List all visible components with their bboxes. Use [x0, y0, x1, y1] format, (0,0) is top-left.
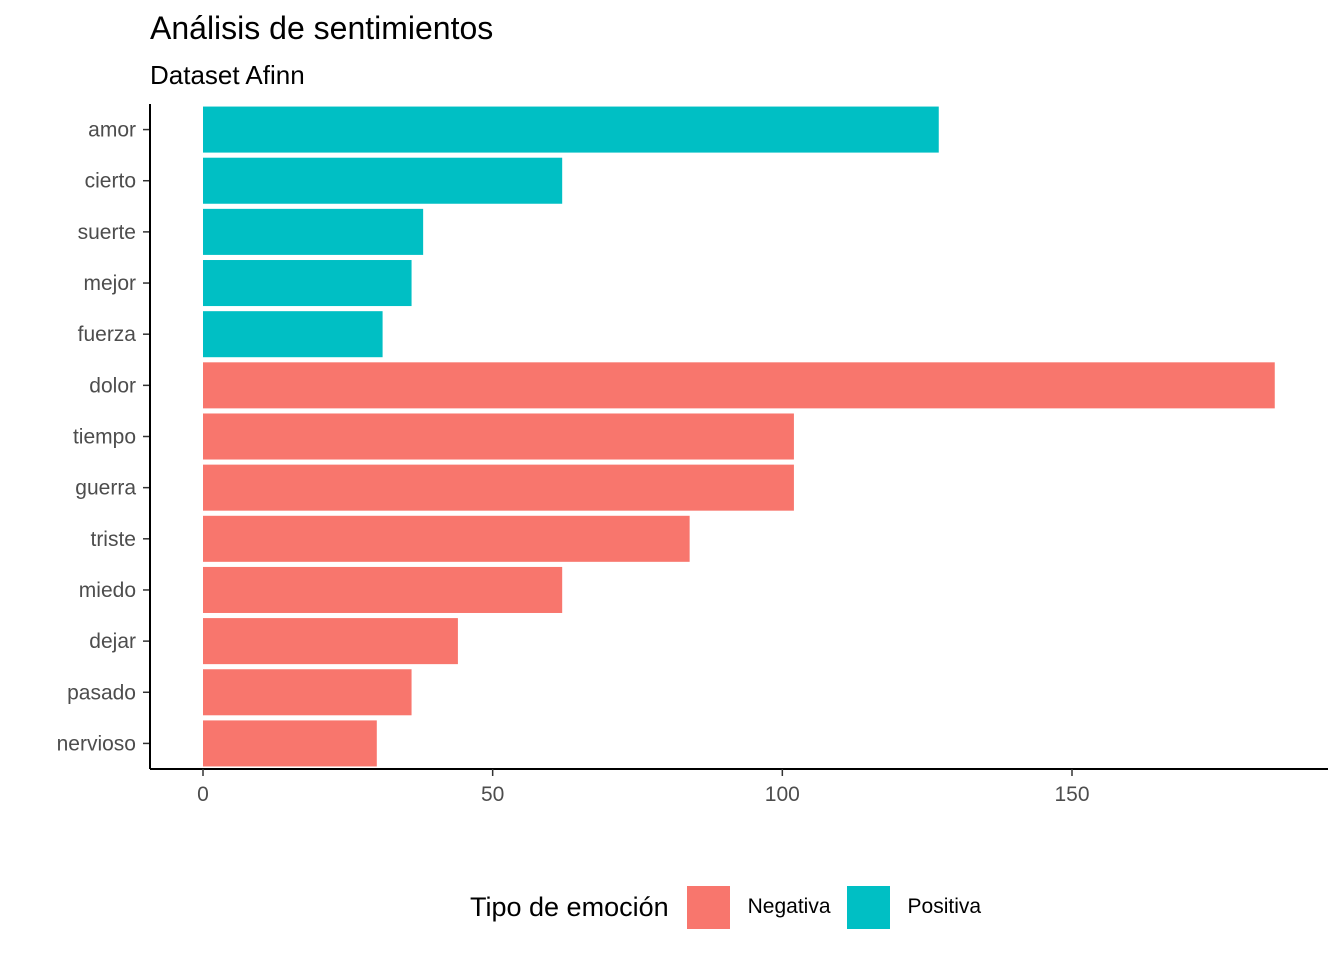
- x-tick-label-150: 150: [1054, 783, 1089, 806]
- legend-label-positiva: Positiva: [907, 895, 982, 918]
- legend-label-negativa: Negativa: [747, 895, 831, 918]
- legend-item-positiva: Positiva: [846, 885, 982, 929]
- legend-key-positiva: [846, 885, 890, 929]
- x-tick-label-0: 0: [197, 783, 209, 806]
- bar-nervioso: [203, 720, 377, 767]
- y-tick-label-amor: amor: [88, 119, 136, 142]
- y-axis: amor cierto suerte mejor fuerza dolor tiempo gu…: [57, 104, 151, 769]
- y-tick-label-fuerza: fuerza: [78, 323, 137, 346]
- x-tick-label-100: 100: [765, 783, 800, 806]
- y-tick-label-mejor: mejor: [83, 272, 136, 295]
- y-tick-label-miedo: miedo: [79, 579, 136, 602]
- y-tick-label-suerte: suerte: [78, 221, 136, 244]
- bar-cierto: [203, 157, 563, 204]
- chart-subtitle: Dataset Afinn: [150, 60, 305, 90]
- bar-pasado: [203, 669, 412, 716]
- y-tick-label-dejar: dejar: [89, 630, 136, 653]
- legend-title: Tipo de emoción: [470, 891, 669, 922]
- chart-title: Análisis de sentimientos: [150, 10, 494, 46]
- y-tick-label-dolor: dolor: [89, 374, 136, 397]
- bar-guerra: [203, 464, 794, 511]
- legend-item-negativa: Negativa: [686, 885, 831, 929]
- bar-fuerza: [203, 311, 383, 358]
- bar-dejar: [203, 618, 458, 665]
- bar-amor: [203, 106, 939, 153]
- x-axis: 0 50 100 150: [150, 768, 1328, 806]
- y-tick-label-nervioso: nervioso: [57, 732, 136, 755]
- bars-group: [203, 106, 1275, 767]
- x-tick-label-50: 50: [481, 783, 504, 806]
- bar-suerte: [203, 208, 424, 255]
- legend-key-negativa: [686, 885, 730, 929]
- bar-miedo: [203, 566, 563, 613]
- bar-dolor: [203, 362, 1275, 409]
- bar-tiempo: [203, 413, 794, 460]
- y-tick-label-cierto: cierto: [85, 170, 136, 193]
- y-tick-label-triste: triste: [90, 528, 136, 551]
- bar-mejor: [203, 260, 412, 307]
- y-tick-label-guerra: guerra: [75, 477, 136, 500]
- legend: Tipo de emoción Negativa Positiva: [470, 884, 997, 930]
- bar-triste: [203, 515, 690, 562]
- y-tick-label-pasado: pasado: [67, 681, 136, 704]
- y-tick-label-tiempo: tiempo: [73, 426, 136, 449]
